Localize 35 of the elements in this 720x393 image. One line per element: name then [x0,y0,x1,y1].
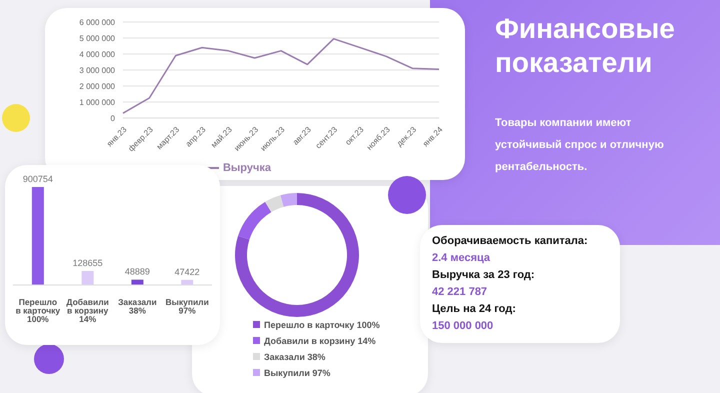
donut-slice [280,193,297,207]
y-tick-label: 5 000 000 [79,34,116,43]
donut-slice [265,195,284,212]
y-tick-label: 4 000 000 [79,50,116,59]
y-tick-label: 3 000 000 [79,66,116,75]
y-tick-label: 2 000 000 [79,82,116,91]
y-tick-label: 0 [110,114,116,123]
legend-label: Выкупили 97% [263,367,332,380]
text: 2.4 месяца [432,251,492,266]
data-label: 47422 [174,266,200,277]
x-tick-label: Добавили в корзину 14% [66,297,109,324]
y-tick-label: 6 000 000 [79,18,116,27]
legend-label: Добавили в корзину 14% [263,335,377,348]
x-tick-label: Выкупили 97% [165,297,209,316]
y-tick-label: 1 000 000 [79,98,116,107]
x-tick-label: Перешло в карточку 100% [16,297,60,324]
bar [131,280,144,285]
data-label: 900754 [22,174,53,184]
donut-slice [238,202,272,240]
bar [32,187,44,285]
data-label: 128655 [72,258,103,268]
text: Товары компании имеют устойчивый спрос и отличную рентабельность. [495,116,665,175]
text: Оборачиваемость капитала: [432,234,589,249]
line-series [122,38,440,114]
text: 150 000 000 [432,319,494,334]
legend-label: Выручка [222,162,272,174]
bar [82,271,94,285]
legend-label: Заказали 38% [263,351,326,364]
text: Цель на 24 год: [432,302,517,317]
text: Выручка за 23 год: [432,268,536,283]
text: Финансовые показатели [495,12,676,80]
text: 42 221 787 [432,285,488,300]
data-label: 48889 [124,266,150,277]
donut-slice [235,193,359,317]
x-tick-label: Заказали 38% [118,297,157,316]
